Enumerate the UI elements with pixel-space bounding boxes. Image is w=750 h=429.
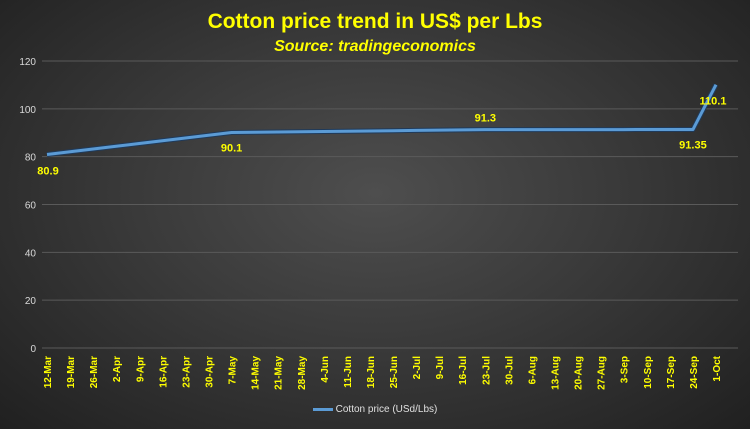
x-tick-label: 6-Aug xyxy=(527,356,538,384)
data-label: 91.3 xyxy=(475,113,496,125)
series-line xyxy=(46,83,718,157)
x-tick-label: 26-Mar xyxy=(89,356,100,388)
legend-swatch xyxy=(312,407,333,411)
x-tick-label: 4-Jun xyxy=(320,356,331,383)
x-tick-label: 12-Mar xyxy=(43,356,54,388)
y-tick-label: 0 xyxy=(30,344,36,355)
y-tick-label: 40 xyxy=(25,248,37,259)
y-tick-label: 100 xyxy=(19,105,36,116)
x-tick-label: 28-May xyxy=(297,356,308,390)
x-tick-label: 16-Jul xyxy=(458,356,469,385)
data-label: 110.1 xyxy=(700,96,727,108)
y-tick-label: 120 xyxy=(19,57,36,68)
data-label: 91.35 xyxy=(679,140,707,152)
x-tick-label: 13-Aug xyxy=(551,356,562,390)
x-tick-label: 14-May xyxy=(251,356,262,390)
legend: Cotton price (USd/Lbs) xyxy=(0,404,750,415)
legend-label: Cotton price (USd/Lbs) xyxy=(335,404,438,415)
data-label: 90.1 xyxy=(221,143,242,155)
x-tick-label: 9-Jul xyxy=(435,356,446,380)
x-tick-label: 19-Mar xyxy=(66,356,77,388)
y-tick-label: 20 xyxy=(25,296,37,307)
x-tick-label: 9-Apr xyxy=(135,356,146,382)
x-tick-label: 3-Sep xyxy=(620,356,631,383)
x-tick-label: 2-Apr xyxy=(112,356,123,382)
x-tick-label: 30-Jul xyxy=(504,356,515,385)
x-tick-label: 7-May xyxy=(228,356,239,385)
x-tick-label: 17-Sep xyxy=(666,356,677,389)
x-tick-label: 23-Apr xyxy=(181,356,192,388)
x-tick-label: 24-Sep xyxy=(689,356,700,389)
x-tick-label: 25-Jun xyxy=(389,356,400,388)
x-tick-label: 30-Apr xyxy=(204,356,215,388)
x-tick-label: 1-Oct xyxy=(712,355,723,381)
x-tick-label: 10-Sep xyxy=(643,356,654,389)
x-tick-label: 2-Jul xyxy=(412,356,423,380)
x-tick-label: 11-Jun xyxy=(343,356,354,388)
y-tick-label: 60 xyxy=(25,201,37,212)
x-tick-label: 27-Aug xyxy=(597,356,608,390)
x-tick-label: 16-Apr xyxy=(158,356,169,388)
x-tick-label: 21-May xyxy=(274,356,285,390)
x-tick-label: 23-Jul xyxy=(481,356,492,385)
x-tick-label: 20-Aug xyxy=(574,356,585,390)
chart-title: Cotton price trend in US$ per Lbs xyxy=(207,10,543,33)
chart-subtitle: Source: tradingeconomics xyxy=(274,38,476,55)
x-tick-label: 18-Jun xyxy=(366,356,377,388)
y-tick-label: 80 xyxy=(25,153,37,164)
data-label: 80.9 xyxy=(37,166,58,178)
